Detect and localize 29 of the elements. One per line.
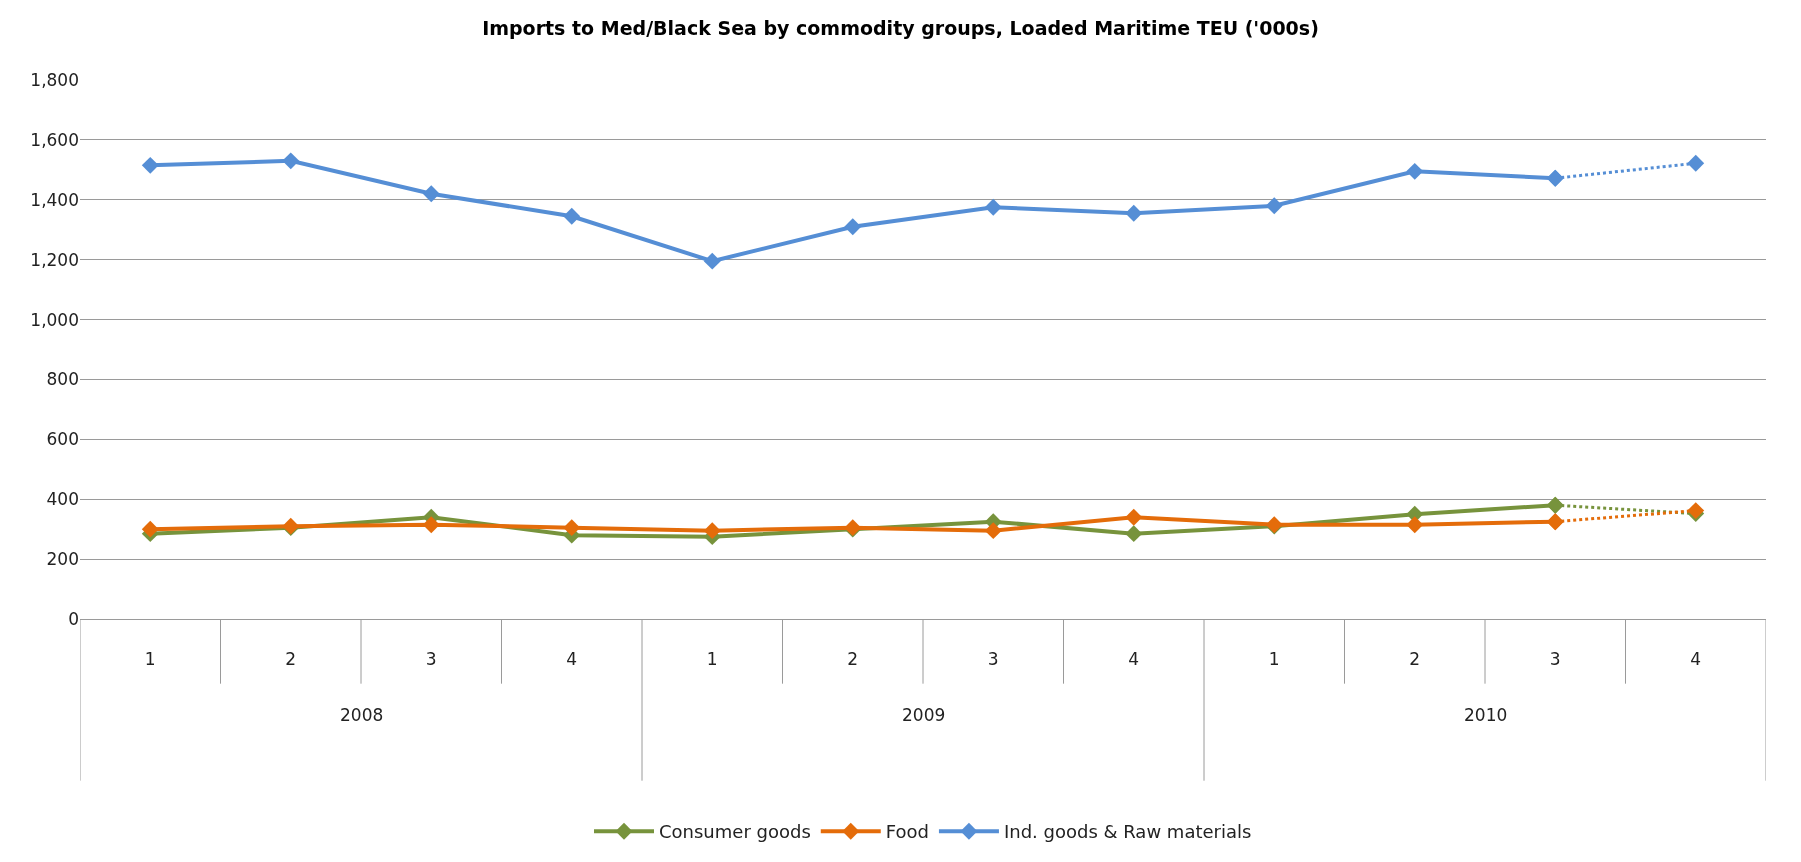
y-tick-label: 1,800 [30, 69, 79, 90]
x-tick-label: 3 [1549, 649, 1561, 670]
x-tick-label: 1 [144, 649, 156, 670]
text: 2010 [1464, 705, 1508, 725]
legend-label: Ind. goods & Raw materials [1003, 821, 1252, 843]
x-tick-label: 2 [847, 649, 859, 670]
x-tick-label: 4 [1128, 649, 1140, 670]
x-tick-label: 4 [1690, 649, 1702, 670]
chart-title: Imports to Med/Black Sea by commodity groups, Loaded Maritime TEU ('000s) [482, 16, 1319, 39]
x-tick-label: 4 [566, 649, 578, 670]
y-tick-label: 600 [46, 429, 79, 450]
y-tick-label: 0 [68, 608, 79, 629]
text: 2008 [340, 705, 384, 725]
legend-label: Food [885, 821, 929, 843]
y-tick-label: 400 [46, 489, 79, 510]
x-tick-label: 3 [987, 649, 999, 670]
y-tick-label: 800 [46, 369, 79, 390]
x-tick-label: 2 [285, 649, 297, 670]
y-tick-label: 1,400 [30, 189, 79, 210]
y-tick-label: 200 [46, 549, 79, 570]
y-tick-label: 1,200 [30, 249, 79, 270]
x-tick-label: 1 [706, 649, 718, 670]
y-tick-label: 1,000 [30, 309, 79, 330]
text: 2009 [902, 705, 946, 725]
x-tick-label: 3 [425, 649, 437, 670]
legend-label: Consumer goods [659, 821, 811, 843]
x-tick-label: 2 [1409, 649, 1421, 670]
x-tick-label: 1 [1268, 649, 1280, 670]
y-tick-label: 1,600 [30, 129, 79, 150]
